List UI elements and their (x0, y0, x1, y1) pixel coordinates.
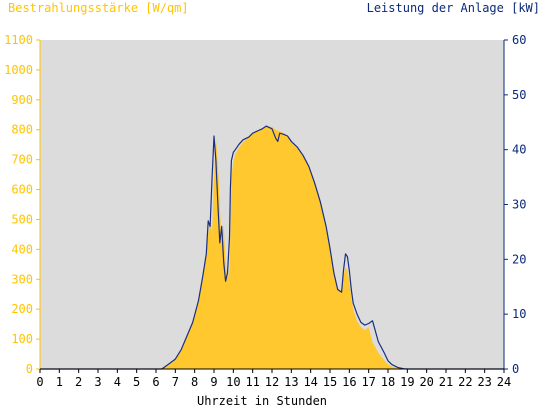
x-tick-label: 18 (381, 375, 395, 389)
x-tick-label: 12 (265, 375, 279, 389)
right-tick-label: 20 (512, 252, 526, 266)
x-tick-label: 11 (245, 375, 259, 389)
right-axis: 0 10 20 30 40 50 60 (503, 33, 526, 376)
series-layer (40, 125, 504, 370)
left-tick-label: 1100 (4, 33, 33, 47)
x-tick-label: 1 (56, 375, 63, 389)
x-tick-label: 20 (419, 375, 433, 389)
x-tick-label: 14 (303, 375, 317, 389)
right-tick-label: 10 (512, 307, 526, 321)
left-tick-label: 0 (26, 362, 33, 376)
x-tick-label: 22 (458, 375, 472, 389)
left-tick-label: 100 (11, 332, 33, 346)
x-tick-label: 3 (94, 375, 101, 389)
left-tick-label: 1000 (4, 63, 33, 77)
left-tick-label: 600 (11, 183, 33, 197)
x-tick-label: 7 (172, 375, 179, 389)
left-tick-label: 500 (11, 212, 33, 226)
left-axis: 0 100 200 300 400 500 600 700 800 900 1000 1100 (4, 33, 41, 376)
x-tick-label: 0 (36, 375, 43, 389)
right-tick-label: 40 (512, 143, 526, 157)
right-tick-label: 30 (512, 198, 526, 212)
irradiance-area (161, 126, 412, 369)
left-tick-label: 400 (11, 242, 33, 256)
right-tick-label: 60 (512, 33, 526, 47)
x-tick-label: 6 (152, 375, 159, 389)
x-tick-label: 8 (191, 375, 198, 389)
x-tick-label: 2 (75, 375, 82, 389)
x-tick-label: 9 (210, 375, 217, 389)
x-axis-label: Uhrzeit in Stunden (197, 394, 327, 408)
x-axis: 0 1 2 3 4 5 6 7 8 9 10 11 12 13 14 15 16 17 18 19 20 21 22 23 24 (36, 368, 511, 389)
x-tick-label: 10 (226, 375, 240, 389)
x-tick-label: 16 (342, 375, 356, 389)
right-tick-label: 50 (512, 88, 526, 102)
x-tick-label: 13 (284, 375, 298, 389)
left-axis-title: Bestrahlungsstärke [W/qm] (8, 1, 189, 15)
right-axis-title: Leistung der Anlage [kW] (367, 1, 540, 15)
x-tick-label: 4 (114, 375, 121, 389)
left-tick-label: 700 (11, 153, 33, 167)
x-tick-label: 24 (497, 375, 511, 389)
x-tick-label: 5 (133, 375, 140, 389)
x-tick-label: 23 (477, 375, 491, 389)
x-tick-label: 17 (361, 375, 375, 389)
left-tick-label: 200 (11, 302, 33, 316)
left-tick-label: 800 (11, 123, 33, 137)
power-line (40, 125, 504, 370)
x-tick-label: 21 (439, 375, 453, 389)
left-tick-label: 300 (11, 272, 33, 286)
x-tick-label: 19 (400, 375, 414, 389)
x-tick-label: 15 (323, 375, 337, 389)
right-tick-label: 0 (512, 362, 519, 376)
left-tick-label: 900 (11, 93, 33, 107)
